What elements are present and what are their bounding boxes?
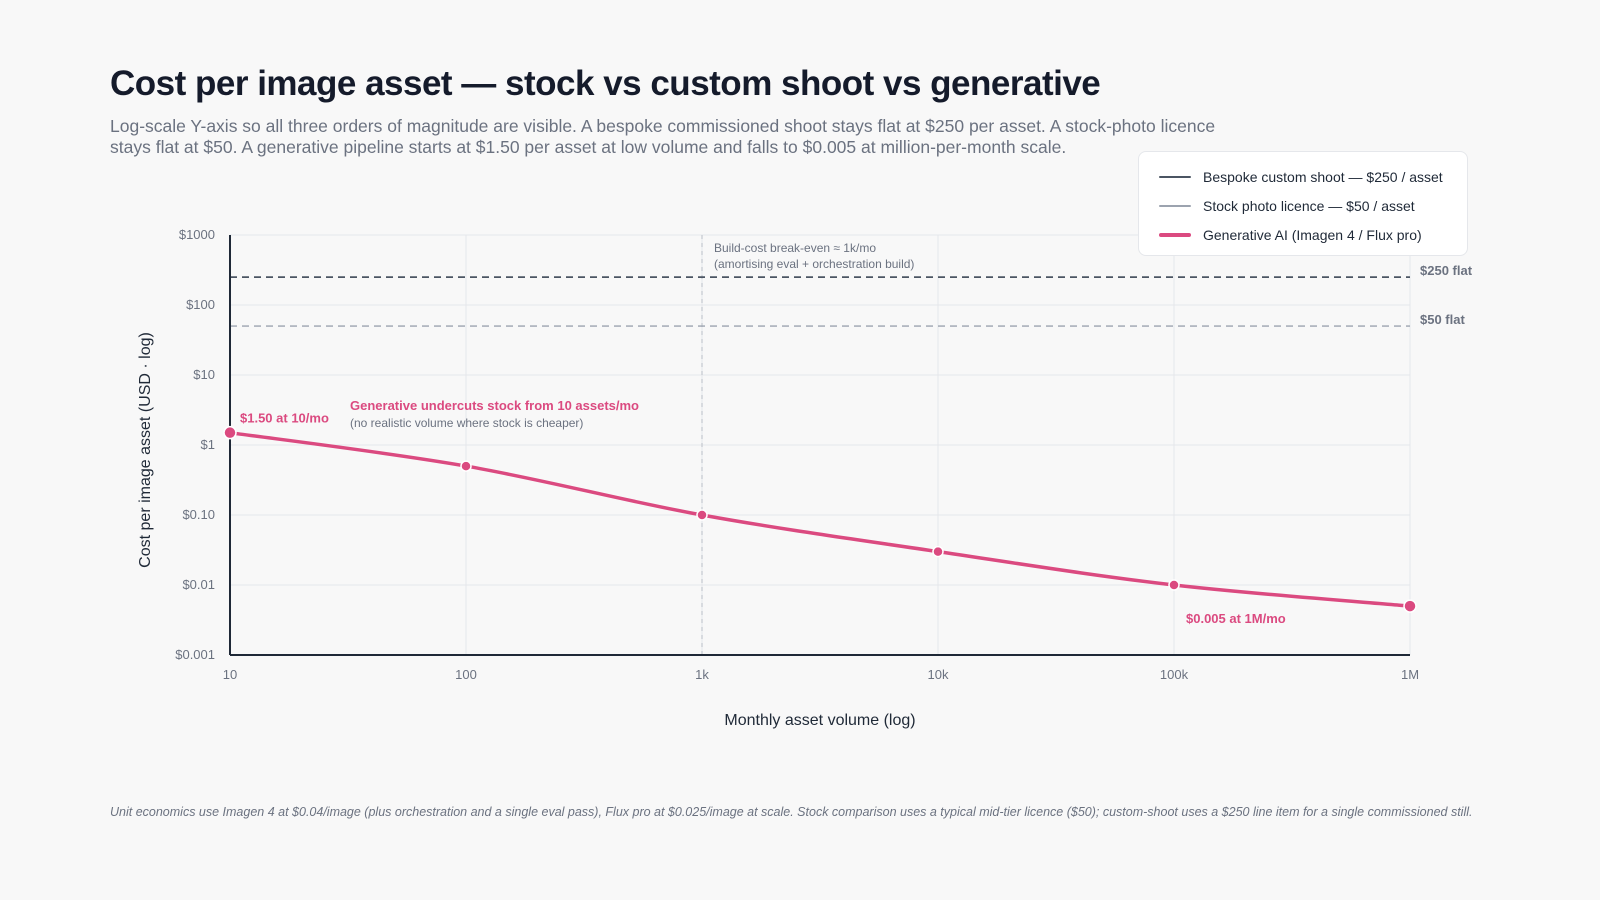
end-point-label: $0.005 at 1M/mo	[1186, 611, 1286, 626]
generative-point	[696, 509, 708, 521]
y-tick-label: $0.10	[182, 507, 215, 522]
generative-series	[223, 425, 1417, 613]
bespoke-flat-label: $250 flat	[1420, 263, 1473, 278]
grid	[230, 234, 1411, 655]
start-point-label: $1.50 at 10/mo	[240, 411, 329, 426]
axes	[229, 235, 1410, 656]
x-tick-label: 100	[455, 667, 477, 682]
generative-point	[1168, 579, 1180, 591]
y-tick-label: $1000	[179, 227, 215, 242]
generative-point	[223, 425, 237, 440]
y-tick-label: $0.01	[182, 577, 215, 592]
legend-item-bespoke: Bespoke custom shoot — $250 / asset	[1159, 162, 1467, 191]
x-axis-title: Monthly asset volume (log)	[724, 712, 915, 729]
y-tick-label: $0.001	[175, 647, 215, 662]
x-tick-label: 1M	[1401, 667, 1419, 682]
chart-title: Cost per image asset — stock vs custom s…	[110, 64, 1101, 103]
legend-swatch-bespoke	[1159, 175, 1191, 178]
legend-item-stock: Stock photo licence — $50 / asset	[1159, 191, 1467, 220]
undercut-annotation-title: Generative undercuts stock from 10 asset…	[350, 398, 639, 413]
x-tick-label: 10	[223, 667, 237, 682]
breakeven-annotation-line1: Build-cost break-even ≈ 1k/mo	[714, 241, 876, 255]
y-tick-label: $10	[193, 367, 215, 382]
breakeven-annotation-line2: (amortising eval + orchestration build)	[714, 257, 914, 271]
legend-item-generative: Generative AI (Imagen 4 / Flux pro)	[1159, 220, 1467, 249]
x-tick-label: 100k	[1160, 667, 1189, 682]
chart-subtitle: Log-scale Y-axis so all three orders of …	[110, 116, 1216, 157]
undercut-annotation-note: (no realistic volume where stock is chea…	[350, 416, 583, 430]
x-tick-label: 10k	[928, 667, 949, 682]
legend-label-generative: Generative AI (Imagen 4 / Flux pro)	[1203, 226, 1422, 243]
generative-point	[932, 545, 944, 558]
generative-point	[460, 460, 472, 472]
annotations: Build-cost break-even ≈ 1k/mo (amortisin…	[240, 241, 1473, 626]
legend: Bespoke custom shoot — $250 / asset Stoc…	[1138, 151, 1468, 256]
y-axis-title: Cost per image asset (USD · log)	[137, 332, 154, 568]
legend-label-bespoke: Bespoke custom shoot — $250 / asset	[1203, 168, 1443, 185]
footnote: Unit economics use Imagen 4 at $0.04/ima…	[110, 805, 1473, 819]
legend-swatch-stock	[1159, 204, 1191, 207]
y-tick-label: $100	[186, 297, 215, 312]
generative-point	[1403, 599, 1417, 613]
stock-flat-label: $50 flat	[1420, 312, 1465, 327]
x-tick-label: 1k	[695, 667, 709, 682]
generative-line	[228, 430, 1412, 608]
tick-labels: $1000 $100 $10 $1 $0.10 $0.01 $0.001 10 100 1k 10k…	[175, 227, 1419, 682]
legend-swatch-generative	[1159, 232, 1191, 237]
y-tick-label: $1	[201, 437, 215, 452]
flat-cost-lines	[230, 276, 1410, 327]
legend-label-stock: Stock photo licence — $50 / asset	[1203, 197, 1415, 214]
